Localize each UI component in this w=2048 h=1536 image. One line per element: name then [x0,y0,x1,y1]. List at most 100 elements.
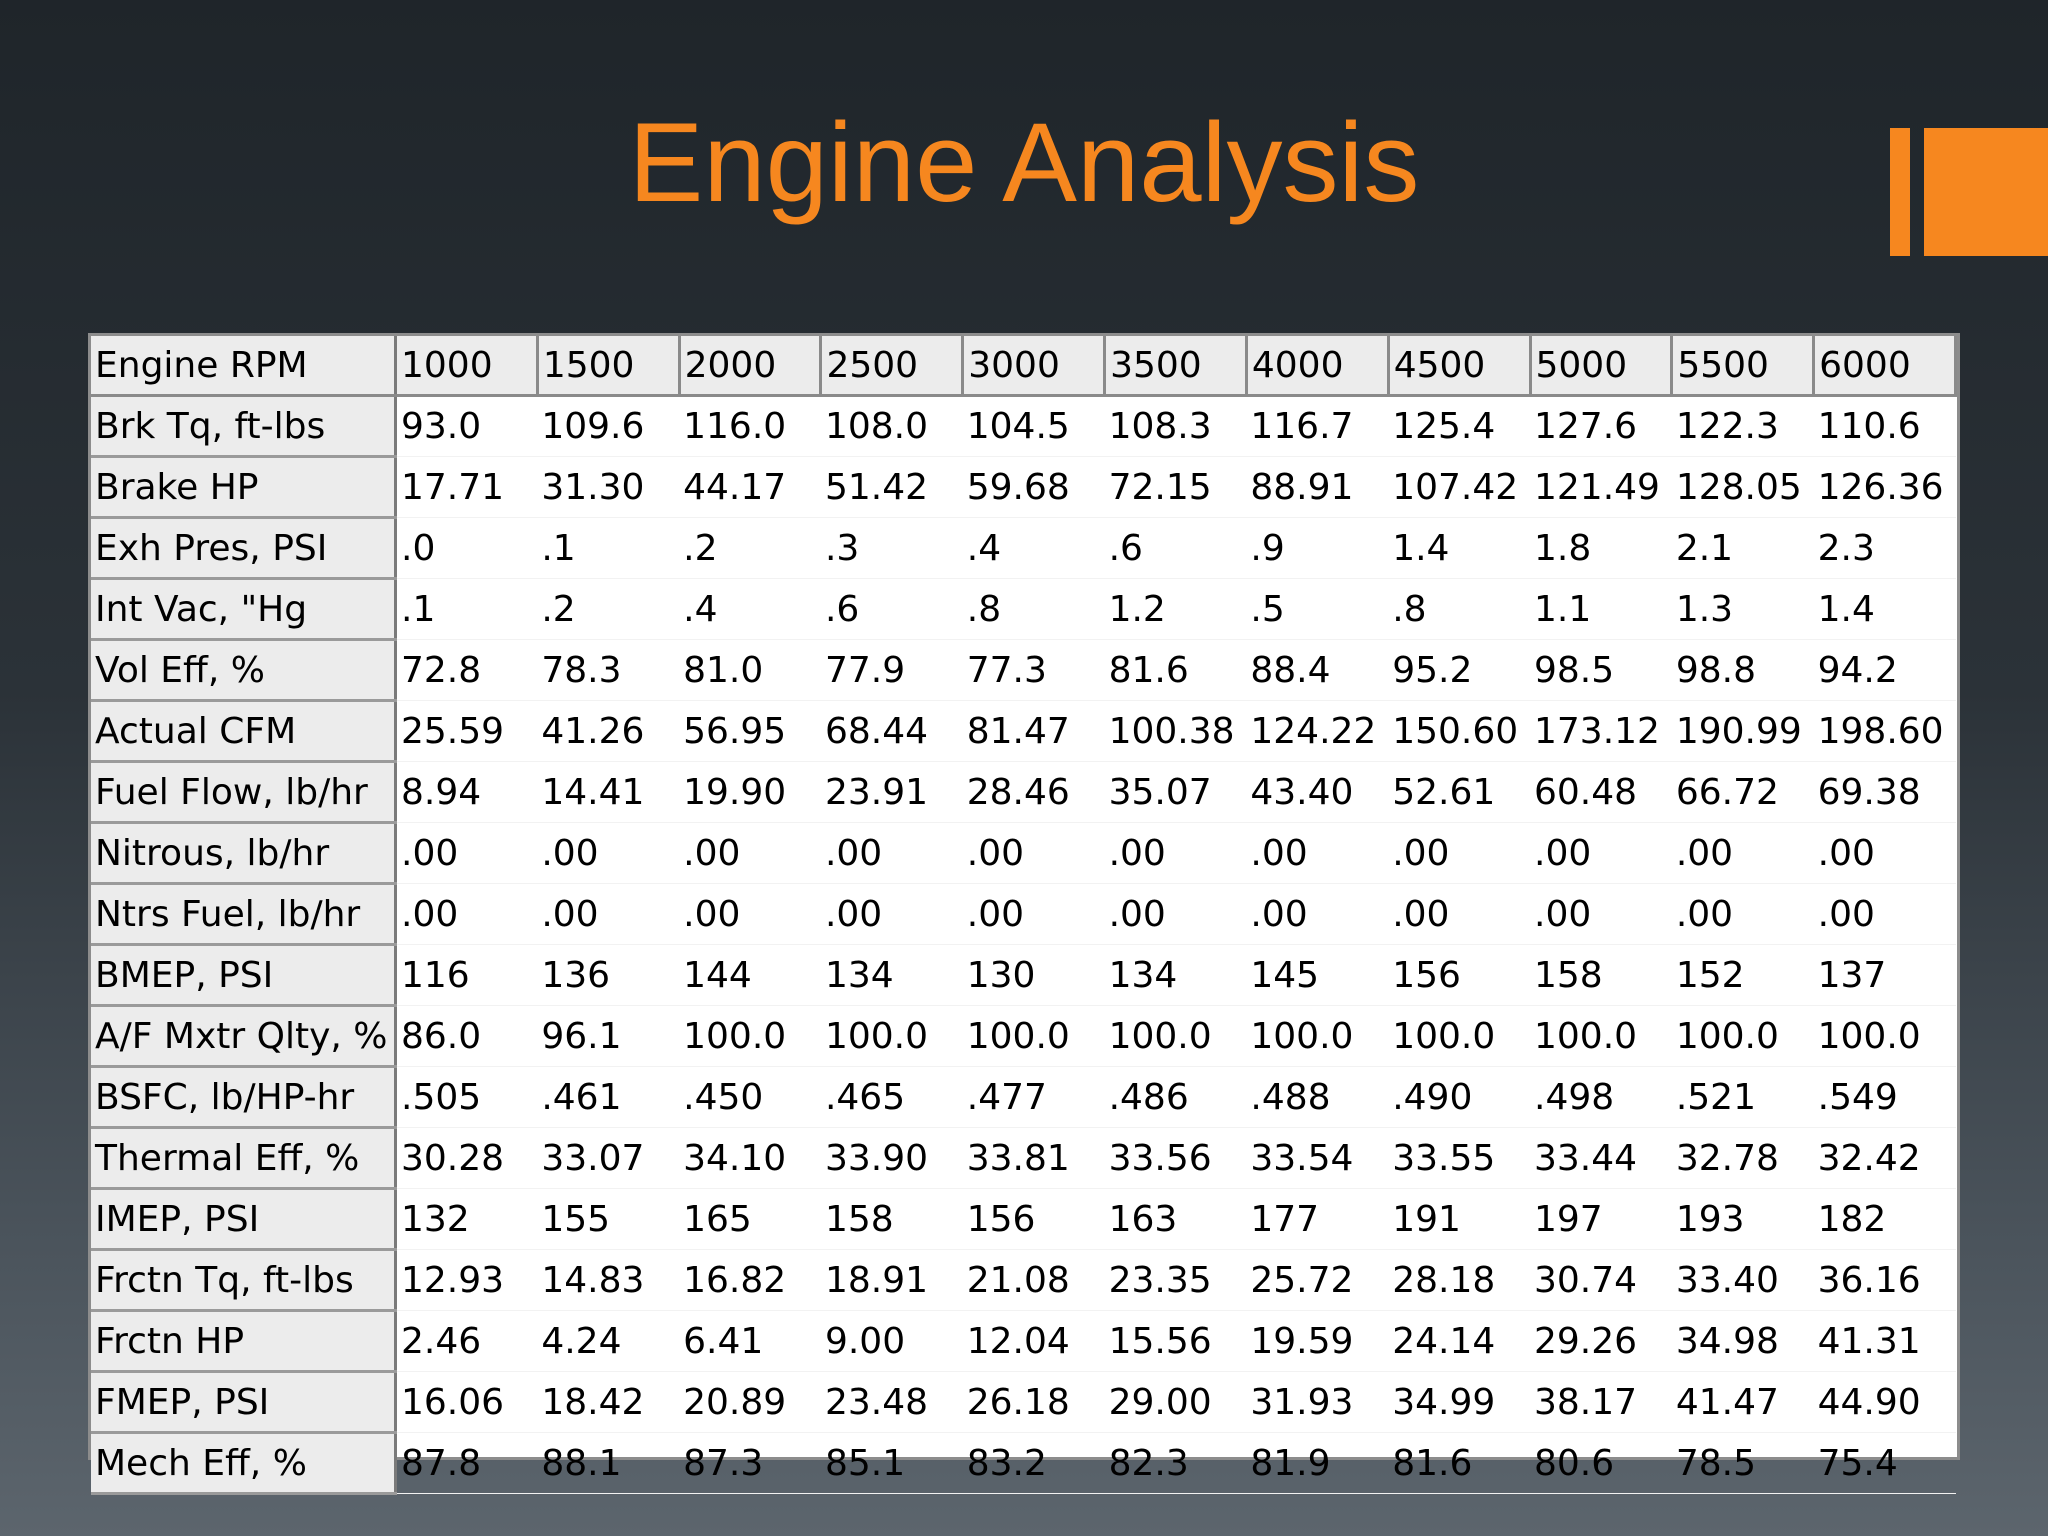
value-cell: .00 [537,883,680,945]
value-cell: 16.82 [679,1249,821,1311]
value-cell: 6.41 [679,1310,821,1372]
value-cell: 14.83 [537,1249,680,1311]
table-row: BSFC, lb/HP-hr .505.461.450.465.477.486.4… [91,1066,1956,1129]
value-cell: 88.4 [1246,639,1389,701]
value-cell: 130 [962,944,1105,1006]
table-row: Exh Pres, PSI .0.1.2.3.4.6.9 1.4 1.8 2.1 2.3 [91,517,1956,580]
value-cell: 81.9 [1246,1432,1389,1494]
value-cell: 144 [679,944,821,1006]
table-row: Fuel Flow, lb/hr 8.94 14.41 19.90 23.91 28.46… [91,761,1956,824]
value-cell: 69.38 [1813,761,1956,823]
rpm-header-cell: 4000 [1246,336,1390,397]
value-cell: 56.95 [679,700,821,762]
value-cell: 165 [679,1188,821,1250]
value-cell: 23.91 [820,761,963,823]
value-cell: .4 [962,517,1105,579]
value-cell: .00 [395,883,538,945]
value-cell: .498 [1530,1066,1672,1128]
value-cell: 93.0 [395,395,538,457]
value-cell: .1 [395,578,538,640]
rpm-header-cell: 5000 [1530,336,1674,397]
value-cell: 109.6 [537,395,680,457]
value-cell: 193 [1671,1188,1814,1250]
value-cell: 25.72 [1246,1249,1389,1311]
value-cell: 110.6 [1813,395,1956,457]
value-cell: 78.3 [537,639,680,701]
value-cell: 18.42 [537,1371,680,1433]
value-cell: 158 [1530,944,1672,1006]
value-cell: 81.6 [1104,639,1247,701]
value-cell: 128.05 [1671,456,1814,518]
value-cell: 41.31 [1813,1310,1956,1372]
value-cell: .00 [679,883,821,945]
value-cell: 136 [537,944,680,1006]
value-cell: 16.06 [395,1371,538,1433]
value-cell: 156 [1388,944,1530,1006]
row-label-cell: A/F Mxtr Qlty, % [91,1005,397,1068]
value-cell: 75.4 [1813,1432,1956,1494]
value-cell: 87.3 [679,1432,821,1494]
row-label-cell: IMEP, PSI [91,1188,397,1251]
value-cell: .5 [1246,578,1389,640]
row-label-cell: BMEP, PSI [91,944,397,1007]
value-cell: 108.3 [1104,395,1247,457]
value-cell: .6 [820,578,963,640]
value-cell: .9 [1246,517,1389,579]
value-cell: 150.60 [1388,700,1530,762]
table-row: Vol Eff, % 72.8 78.3 81.0 77.9 77.3 81.6 88.4 95… [91,639,1956,702]
rpm-header-cell: 3000 [962,336,1107,397]
value-cell: 23.35 [1104,1249,1247,1311]
value-cell: 41.26 [537,700,680,762]
value-cell: 132 [395,1188,538,1250]
value-cell: 34.98 [1671,1310,1814,1372]
header-label-cell: Engine RPM [91,336,397,397]
rpm-header-cell: 1000 [395,336,539,397]
value-cell: .00 [1813,883,1956,945]
value-cell: 60.48 [1530,761,1672,823]
table-row: Thermal Eff, % 30.28 33.07 34.10 33.90 33.81 3… [91,1127,1956,1190]
value-cell: 94.2 [1813,639,1956,701]
value-cell: 121.49 [1530,456,1672,518]
table-row: Nitrous, lb/hr .00.00.00.00.00.00.00.00.0… [91,822,1956,885]
value-cell: .8 [1388,578,1530,640]
value-cell: .00 [395,822,538,884]
value-cell: 77.3 [962,639,1105,701]
table-row: Brk Tq, ft-lbs 93.0 109.6 116.0 108.0 104.5 10… [91,395,1956,458]
value-cell: .505 [395,1066,538,1128]
value-cell: 197 [1530,1188,1672,1250]
value-cell: 158 [820,1188,963,1250]
row-label-cell: Frctn HP [91,1310,397,1373]
value-cell: 1.2 [1104,578,1247,640]
table-row: Brake HP 17.71 31.30 44.17 51.42 59.68 72.15 88… [91,456,1956,519]
row-label-cell: Mech Eff, % [91,1432,397,1495]
value-cell: .1 [537,517,680,579]
value-cell: 66.72 [1671,761,1814,823]
value-cell: 127.6 [1530,395,1672,457]
value-cell: 100.0 [962,1005,1105,1067]
value-cell: 116.0 [679,395,821,457]
value-cell: 116 [395,944,538,1006]
value-cell: 126.36 [1813,456,1956,518]
value-cell: 14.41 [537,761,680,823]
value-cell: 173.12 [1530,700,1672,762]
value-cell: 1.1 [1530,578,1672,640]
value-cell: .00 [820,822,963,884]
row-label-cell: Thermal Eff, % [91,1127,397,1190]
value-cell: 31.30 [537,456,680,518]
table-row: A/F Mxtr Qlty, % 86.0 96.1 100.0 100.0 100.0 1… [91,1005,1956,1068]
value-cell: 137 [1813,944,1956,1006]
value-cell: .4 [679,578,821,640]
rpm-header-cell: 4500 [1388,336,1532,397]
value-cell: 78.5 [1671,1432,1814,1494]
value-cell: 100.0 [679,1005,821,1067]
slide-title: Engine Analysis [628,100,1420,225]
table-row: Mech Eff, % 87.8 88.1 87.3 85.1 83.2 82.3 81.9 8… [91,1432,1956,1495]
value-cell: 72.8 [395,639,538,701]
value-cell: 100.0 [1813,1005,1956,1067]
value-cell: 8.94 [395,761,538,823]
value-cell: 1.8 [1530,517,1672,579]
value-cell: .00 [1388,883,1530,945]
value-cell: 20.89 [679,1371,821,1433]
value-cell: 80.6 [1530,1432,1672,1494]
table-row: BMEP, PSI 116 136 144 134 130 134 145 156 158 152 1… [91,944,1956,1007]
